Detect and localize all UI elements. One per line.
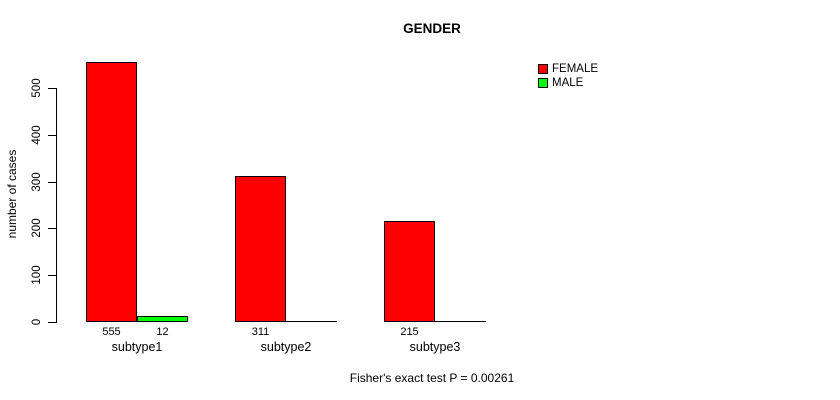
y-axis-line: [56, 88, 57, 323]
category-label-subtype1: subtype1: [111, 340, 163, 354]
y-tick-mark: [48, 134, 56, 136]
bar-female-subtype3: [384, 221, 435, 322]
annotation-text: Fisher's exact test P = 0.00261: [349, 371, 515, 385]
legend-swatch-male: [538, 78, 548, 88]
chart-title: GENDER: [403, 21, 461, 36]
y-tick-mark: [48, 181, 56, 183]
bar-male-subtype1: [137, 316, 188, 322]
bar-male-subtype2: [286, 321, 337, 322]
y-tick-label: 200: [31, 218, 43, 238]
y-tick-mark: [48, 322, 56, 323]
y-axis-label: number of cases: [5, 149, 19, 239]
legend-item-female: FEMALE: [538, 63, 598, 75]
y-tick-mark: [48, 228, 56, 230]
y-tick-label: 500: [31, 78, 43, 98]
bar-value-label: 215: [400, 326, 419, 338]
legend: FEMALE MALE: [538, 63, 598, 91]
y-tick-label: 300: [31, 172, 43, 192]
bar-female-subtype1: [86, 62, 137, 322]
bar-female-subtype2: [235, 176, 286, 322]
legend-label: MALE: [552, 77, 584, 89]
bar-male-subtype3: [435, 321, 486, 322]
legend-item-male: MALE: [538, 77, 598, 89]
y-tick-mark: [48, 88, 56, 89]
legend-label: FEMALE: [552, 63, 599, 75]
category-label-subtype3: subtype3: [409, 340, 461, 354]
bar-value-label: 555: [102, 326, 121, 338]
bar-value-label: 311: [251, 326, 270, 338]
y-tick-label: 0: [31, 318, 43, 326]
y-tick-mark: [48, 275, 56, 277]
y-tick-label: 100: [31, 265, 43, 285]
category-label-subtype2: subtype2: [260, 340, 312, 354]
bar-value-label: 12: [156, 326, 169, 338]
legend-swatch-female: [538, 64, 548, 74]
y-tick-label: 400: [31, 125, 43, 145]
